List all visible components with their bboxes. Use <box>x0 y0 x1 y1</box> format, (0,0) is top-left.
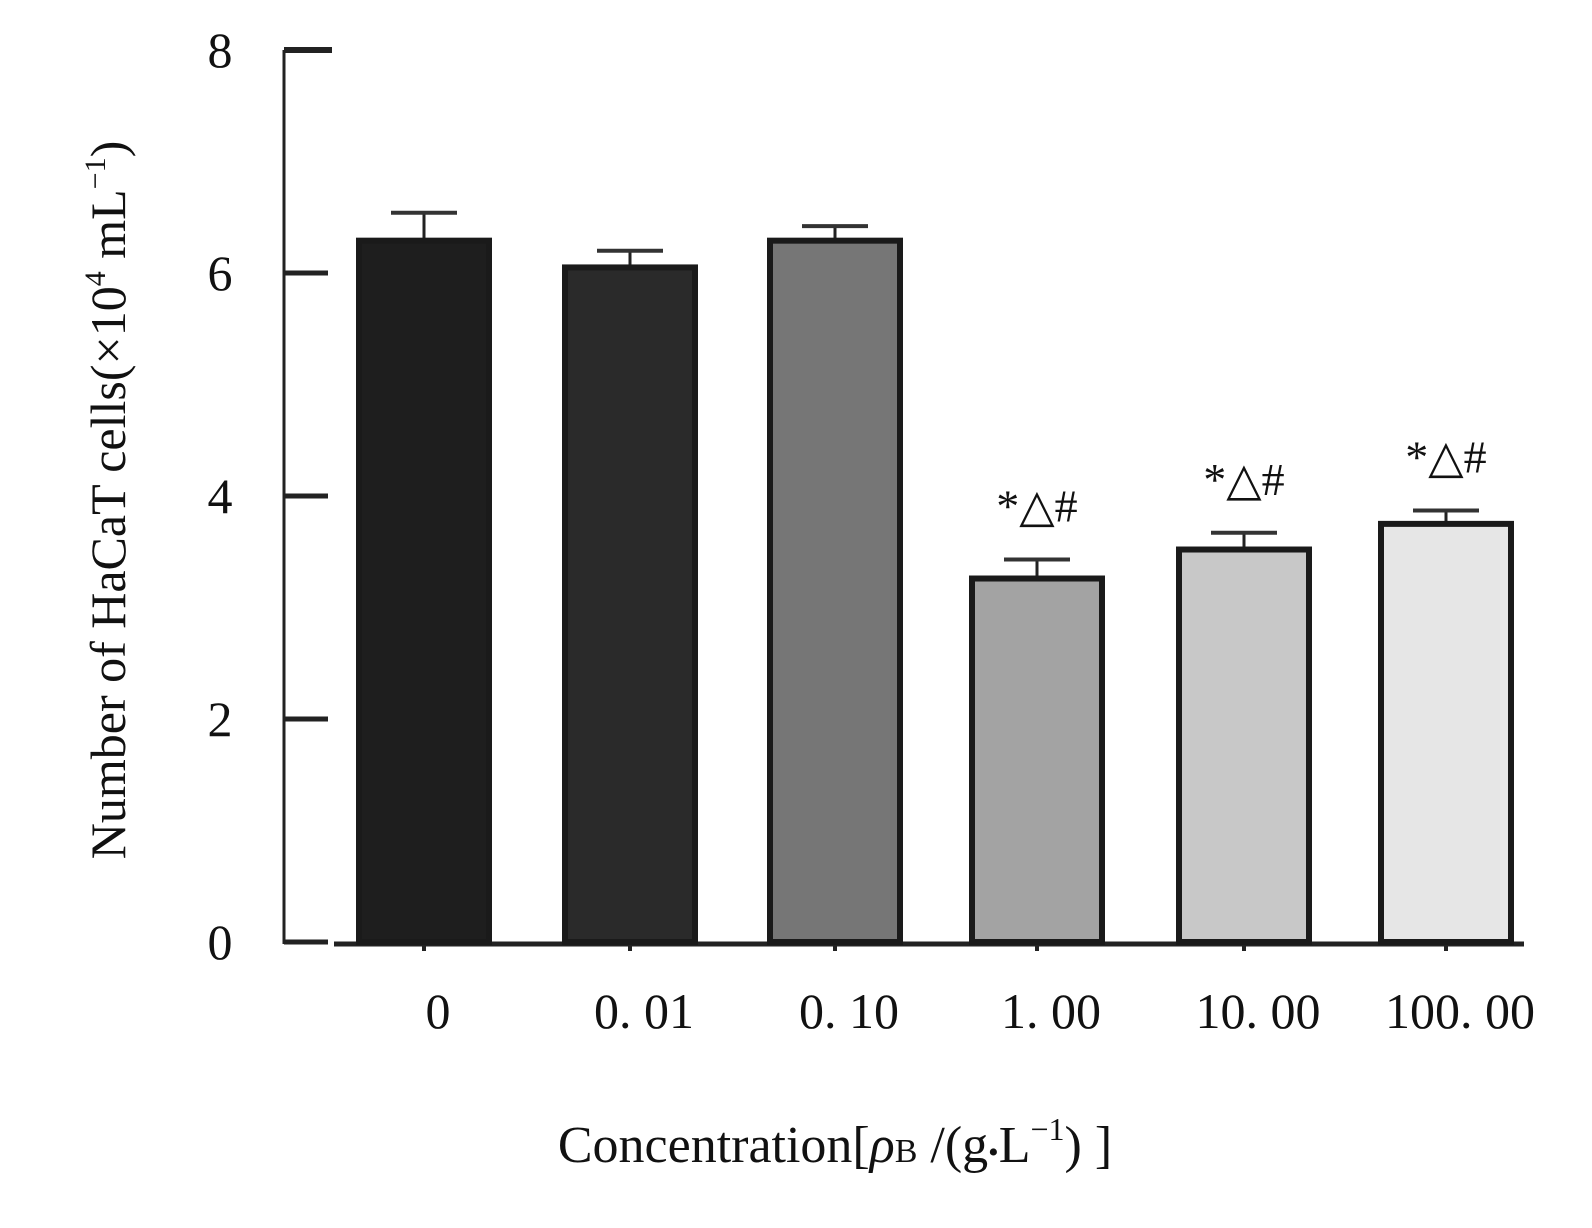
y-axis-label-unit-exp: −1 <box>79 157 112 189</box>
x-axis-label-sup: −1 <box>1030 1111 1064 1147</box>
y-tick-label: 8 <box>208 22 233 78</box>
x-axis-label-unit: L <box>999 1117 1031 1174</box>
x-tick-labels: 0 0. 01 0. 10 1. 00 10. 00 100. 00 <box>426 983 1536 1039</box>
x-tick-label: 0. 10 <box>799 983 899 1039</box>
y-axis-label-prefix: Number of HaCaT cells( <box>80 364 136 859</box>
bar <box>1378 520 1514 945</box>
x-tick-label: 1. 00 <box>1001 983 1101 1039</box>
x-tick-label: 0. 01 <box>594 983 694 1039</box>
y-tick-label: 4 <box>208 468 233 524</box>
bar-group <box>562 248 698 951</box>
y-axis-label-unit: mL <box>80 189 136 271</box>
bar-group: *△# <box>969 481 1105 951</box>
significance-annotation: *△# <box>1405 431 1486 482</box>
y-axis-label-times: × <box>80 336 136 364</box>
bar <box>562 264 698 945</box>
y-axis-label-suffix: ) <box>80 141 136 158</box>
bar-group <box>767 224 903 951</box>
x-axis-label-dot: • <box>988 1136 999 1169</box>
bar <box>767 237 903 946</box>
x-tick-label: 0 <box>426 983 451 1039</box>
y-tick-label: 2 <box>208 691 233 747</box>
x-axis-label-prefix: Concentration[ <box>558 1117 870 1174</box>
y-axis-label-exp: 4 <box>79 271 112 286</box>
bar <box>356 237 492 946</box>
x-axis-label-rho: ρ <box>868 1117 895 1174</box>
x-axis-label-sub: B <box>895 1133 918 1170</box>
bar <box>969 575 1105 945</box>
y-ticks: 0 2 4 6 8 <box>208 22 332 970</box>
x-tick-label: 100. 00 <box>1385 983 1535 1039</box>
y-axis-label: Number of HaCaT cells(×104 mL−1) <box>79 141 136 859</box>
x-axis-label-mid: /(g <box>917 1117 988 1174</box>
bar-group <box>356 210 492 951</box>
x-axis-label-suffix: ) ] <box>1065 1117 1113 1174</box>
y-axis-label-base: 10 <box>80 286 136 336</box>
bars: *△# *△# *△# <box>356 210 1514 951</box>
bar-group: *△# <box>1378 431 1514 951</box>
x-tick-label: 10. 00 <box>1196 983 1321 1039</box>
bar-group: *△# <box>1176 454 1312 951</box>
x-axis-label: Concentration[ρB /(g•L−1) ] <box>558 1111 1112 1174</box>
y-tick-label: 0 <box>208 914 233 970</box>
significance-annotation: *△# <box>1203 454 1284 505</box>
bar <box>1176 546 1312 946</box>
significance-annotation: *△# <box>996 481 1077 532</box>
y-tick-label: 6 <box>208 245 233 301</box>
